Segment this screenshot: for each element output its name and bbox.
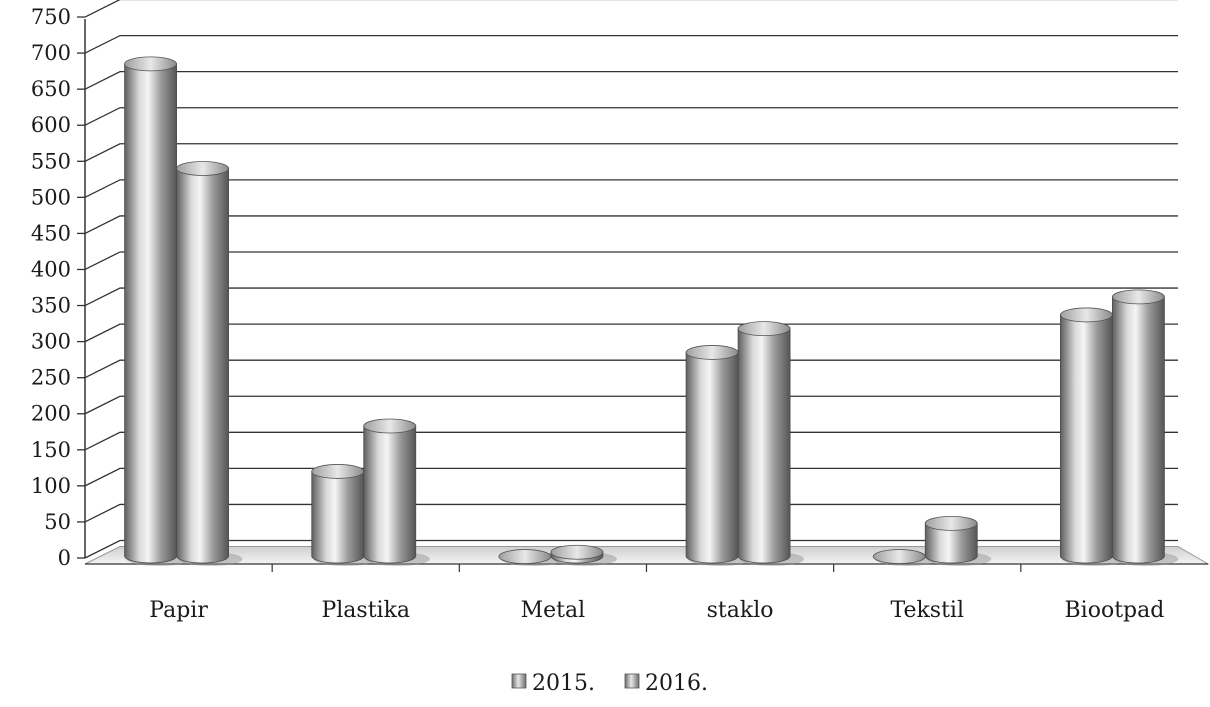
- y-tick-label: 350: [31, 294, 71, 318]
- gridline: [84, 0, 1178, 18]
- bar: [311, 464, 378, 566]
- bar: [685, 345, 753, 566]
- x-category-label: Biootpad: [1065, 598, 1165, 623]
- label-layer: 0 50 100 150 200 250 300 350 400 450 500 550 600 650 7…: [31, 5, 1164, 623]
- y-tick-label: 150: [31, 438, 71, 462]
- chart-floor: [84, 546, 1210, 565]
- gridline: [84, 287, 1178, 307]
- legend-swatch: [511, 673, 527, 689]
- gridline: [84, 34, 1178, 54]
- bar: [737, 321, 805, 566]
- y-tick-label: 450: [31, 221, 71, 245]
- bar: [550, 544, 617, 566]
- bar: [176, 161, 243, 566]
- x-category-label: Plastika: [321, 598, 410, 623]
- y-tick-label: 600: [31, 113, 71, 137]
- gridline: [84, 107, 1178, 126]
- bar: [363, 418, 430, 566]
- gridline: [84, 503, 1178, 523]
- gridline: [84, 143, 1178, 162]
- legend-item: 2016.: [624, 671, 708, 696]
- gridline: [84, 359, 1178, 379]
- legend-item: 2015.: [511, 671, 595, 696]
- x-category-label: staklo: [707, 598, 774, 623]
- gridline: [84, 179, 1178, 198]
- legend-swatch: [624, 673, 640, 689]
- y-tick-label: 300: [31, 330, 71, 354]
- bar-layer: [124, 56, 1179, 566]
- legend-label: 2015.: [532, 671, 595, 696]
- y-tick-label: 200: [31, 402, 71, 426]
- x-category-label: Papir: [149, 598, 208, 623]
- y-tick-label: 650: [31, 77, 71, 101]
- y-tick-label: 750: [31, 5, 71, 29]
- bar: [1060, 307, 1127, 566]
- floor-layer: [84, 546, 1210, 572]
- bar: [124, 56, 191, 566]
- gridline: [84, 539, 1178, 559]
- bar: [872, 549, 940, 566]
- legend: 2015. 2016.: [511, 671, 708, 696]
- gridline: [84, 215, 1178, 234]
- y-tick-label: 700: [31, 41, 71, 65]
- legend-label: 2016.: [645, 671, 708, 696]
- bar: [498, 549, 565, 566]
- gridline: [84, 251, 1178, 271]
- gridline: [84, 323, 1178, 343]
- grid-layer: [77, 0, 1178, 559]
- x-category-label: Metal: [521, 598, 586, 623]
- gridline: [84, 431, 1178, 451]
- bar: [1112, 289, 1179, 566]
- gridline: [84, 71, 1178, 90]
- y-tick-label: 400: [31, 257, 71, 281]
- y-tick-label: 250: [31, 366, 71, 390]
- bar: [924, 515, 992, 566]
- y-tick-label: 50: [44, 510, 71, 534]
- y-tick-label: 100: [31, 474, 71, 498]
- y-tick-label: 0: [58, 546, 71, 570]
- y-tick-label: 500: [31, 185, 71, 209]
- gridline: [84, 467, 1178, 487]
- gridline: [84, 395, 1178, 415]
- x-category-label: Tekstil: [890, 598, 964, 623]
- y-tick-label: 550: [31, 149, 71, 173]
